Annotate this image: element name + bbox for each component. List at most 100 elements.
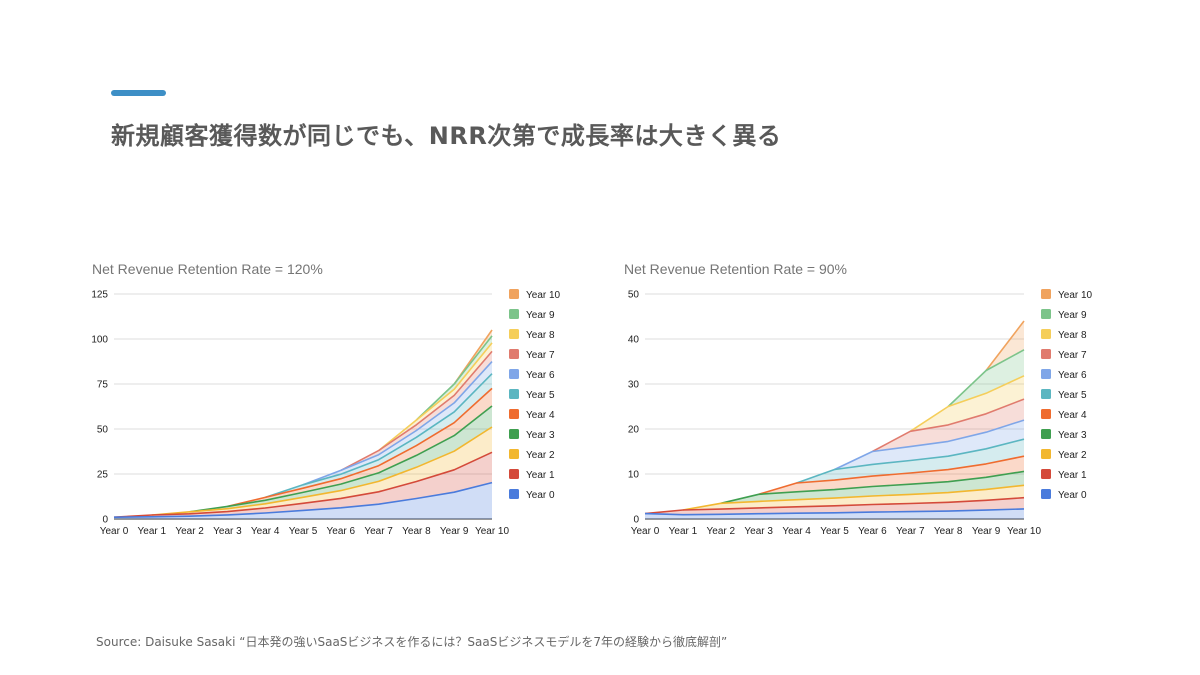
legend-swatch-year-1 <box>1041 469 1051 479</box>
x-tick-label: Year 1 <box>138 526 167 537</box>
chart-nrr-90: Net Revenue Retention Rate = 90% 0 10 20 30 4… <box>624 261 1093 537</box>
line-year-9 <box>415 335 493 421</box>
legend-swatch-year-3 <box>1041 429 1051 439</box>
line-year-2 <box>682 484 1025 511</box>
legend-label-year-5: Year 5 <box>1058 390 1087 401</box>
line-year-8 <box>909 375 1025 432</box>
legend-label-year-8: Year 8 <box>526 330 555 341</box>
legend-label-year-3: Year 3 <box>1058 430 1087 441</box>
x-tick-label: Year 8 <box>402 526 431 537</box>
line-year-7 <box>872 398 1025 453</box>
legend-swatch-year-7 <box>509 349 519 359</box>
legend-swatch-year-0 <box>1041 489 1051 499</box>
x-tick-label: Year 3 <box>744 526 773 537</box>
y-tick-label: 10 <box>628 470 640 481</box>
legend-swatch-year-10 <box>509 289 519 299</box>
line-year-7 <box>340 350 493 472</box>
x-tick-label: Year 0 <box>100 526 129 537</box>
x-tick-label: Year 4 <box>251 526 280 537</box>
line-year-5 <box>264 373 493 499</box>
legend-label-year-2: Year 2 <box>526 450 555 461</box>
y-tick-label: 50 <box>628 290 640 301</box>
y-tick-label: 0 <box>102 515 108 526</box>
line-year-9 <box>947 349 1025 408</box>
legend-swatch-year-0 <box>509 489 519 499</box>
legend-label-year-0: Year 0 <box>1058 490 1087 501</box>
line-year-1 <box>644 496 1025 515</box>
line-year-5 <box>796 438 1025 484</box>
legend-label-year-5: Year 5 <box>526 390 555 401</box>
x-tick-label: Year 5 <box>289 526 318 537</box>
legend-label-year-2: Year 2 <box>1058 450 1087 461</box>
legend-swatch-year-5 <box>509 389 519 399</box>
legend-label-year-7: Year 7 <box>526 350 555 361</box>
line-year-0 <box>644 508 1025 516</box>
slide-title: 新規顧客獲得数が同じでも、NRR次第で成長率は大きく異る <box>111 122 782 150</box>
line-year-8 <box>378 342 493 452</box>
title-accent-bar <box>111 90 166 96</box>
legend-swatch-year-1 <box>509 469 519 479</box>
chart-title: Net Revenue Retention Rate = 120% <box>92 261 323 277</box>
legend-label-year-1: Year 1 <box>1058 470 1087 481</box>
legend-swatch-year-8 <box>1041 329 1051 339</box>
legend-label-year-3: Year 3 <box>526 430 555 441</box>
legend-swatch-year-6 <box>1041 369 1051 379</box>
y-tick-label: 0 <box>633 515 639 526</box>
chart-nrr-120: Net Revenue Retention Rate = 120% 0 25 50 75… <box>91 261 560 537</box>
legend-swatch-year-2 <box>509 449 519 459</box>
legend-swatch-year-4 <box>1041 409 1051 419</box>
line-year-4 <box>758 455 1025 496</box>
line-year-0 <box>113 481 493 518</box>
x-tick-label: Year 9 <box>972 526 1001 537</box>
legend-label-year-1: Year 1 <box>526 470 555 481</box>
legend-label-year-6: Year 6 <box>526 370 555 381</box>
line-year-3 <box>720 470 1025 505</box>
x-tick-label: Year 3 <box>213 526 242 537</box>
chart-title: Net Revenue Retention Rate = 90% <box>624 261 847 277</box>
legend-label-year-7: Year 7 <box>1058 350 1087 361</box>
x-tick-label: Year 1 <box>669 526 698 537</box>
legend-swatch-year-10 <box>1041 289 1051 299</box>
x-tick-label: Year 6 <box>327 526 356 537</box>
legend-label-year-10: Year 10 <box>1058 290 1093 301</box>
area-year-3 <box>720 471 1024 504</box>
source-note: Source: Daisuke Sasaki “日本発の強いSaaSビジネスを作… <box>96 635 728 649</box>
legend-swatch-year-4 <box>509 409 519 419</box>
legend-swatch-year-9 <box>1041 309 1051 319</box>
legend-label-year-9: Year 9 <box>526 310 555 321</box>
line-year-2 <box>151 426 493 516</box>
x-tick-label: Year 10 <box>475 526 510 537</box>
x-tick-label: Year 2 <box>175 526 204 537</box>
legend-label-year-4: Year 4 <box>1058 410 1087 421</box>
y-tick-label: 75 <box>97 380 109 391</box>
area-year-9 <box>948 349 1024 407</box>
y-tick-label: 20 <box>628 425 640 436</box>
x-tick-label: Year 7 <box>896 526 925 537</box>
legend-swatch-year-9 <box>509 309 519 319</box>
x-tick-label: Year 4 <box>782 526 811 537</box>
y-tick-label: 25 <box>97 470 109 481</box>
legend-swatch-year-7 <box>1041 349 1051 359</box>
y-tick-label: 30 <box>628 380 640 391</box>
x-tick-label: Year 10 <box>1007 526 1042 537</box>
legend-swatch-year-3 <box>509 429 519 439</box>
x-tick-label: Year 0 <box>631 526 660 537</box>
area-year-0 <box>114 482 492 519</box>
x-tick-label: Year 2 <box>707 526 736 537</box>
y-tick-label: 50 <box>97 425 109 436</box>
legend-swatch-year-8 <box>509 329 519 339</box>
y-tick-label: 40 <box>628 335 640 346</box>
legend-label-year-9: Year 9 <box>1058 310 1087 321</box>
legend-swatch-year-5 <box>1041 389 1051 399</box>
x-tick-label: Year 5 <box>820 526 849 537</box>
line-year-1 <box>113 451 493 518</box>
legend-label-year-8: Year 8 <box>1058 330 1087 341</box>
legend-label-year-10: Year 10 <box>526 290 561 301</box>
area-year-2 <box>151 427 493 515</box>
x-tick-label: Year 8 <box>934 526 963 537</box>
y-tick-label: 125 <box>91 290 108 301</box>
x-tick-label: Year 7 <box>364 526 393 537</box>
line-year-4 <box>227 387 493 508</box>
line-year-10 <box>985 320 1025 371</box>
